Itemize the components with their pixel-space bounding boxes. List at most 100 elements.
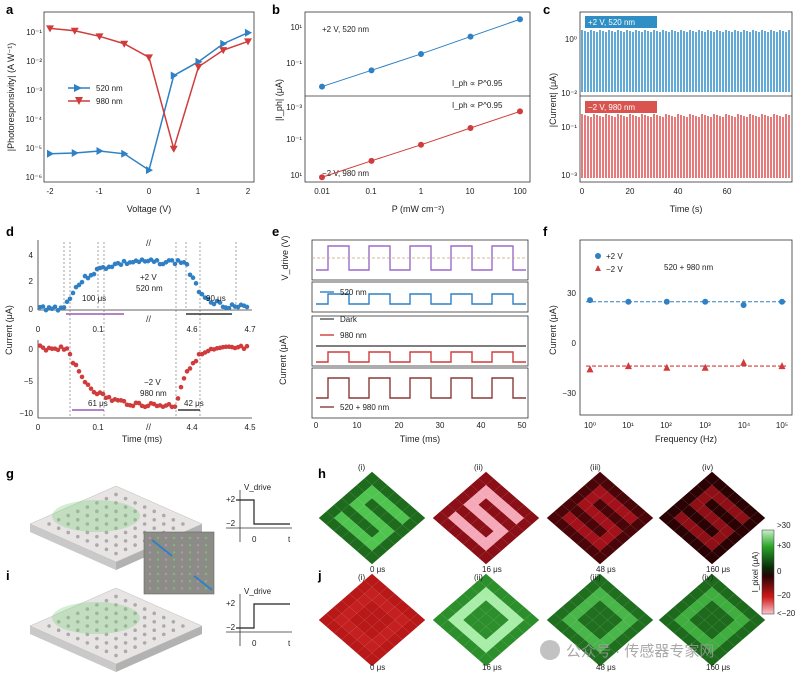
j-map-1-pixel [364, 613, 380, 627]
j-map-2-pixel [448, 613, 464, 627]
j-map-2-pixel [470, 593, 486, 607]
h-map-1-pixel [402, 518, 418, 532]
j-map-1-pixel [341, 633, 357, 647]
d-top-ytick: 2 [29, 277, 34, 286]
h-map-3-pixel [615, 504, 631, 518]
j-map-2-pixel [470, 620, 486, 634]
g-inset-pixel [188, 572, 192, 576]
i-device-pixel-dot [56, 619, 61, 624]
j-map-4-pixel [704, 653, 720, 667]
g-inset-pixel [204, 587, 208, 590]
c-trace-980 [581, 114, 790, 178]
g-device-pixel-dot [152, 526, 157, 531]
f-xtick: 10² [660, 421, 672, 430]
svg-text:0 μs: 0 μs [370, 565, 385, 574]
j-map-1-pixel [349, 639, 365, 653]
h-map-4-pixel [666, 518, 682, 532]
svg-text:(iv): (iv) [702, 463, 713, 472]
g-inset-pixel [156, 572, 160, 576]
svg-text:1: 1 [419, 187, 424, 196]
d-top-point [64, 299, 70, 305]
c-ytick: 10⁻³ [561, 171, 577, 180]
j-map-3-pixel [569, 620, 585, 634]
d-bot-rise-label: 61 μs [88, 399, 108, 408]
j-map-4-pixel [666, 620, 682, 634]
f-point-plus [587, 297, 593, 304]
h-map-3-pixel [600, 478, 616, 492]
i-device-pixel-dot [123, 641, 128, 645]
g-inset-pixel [188, 536, 192, 540]
e-xtick: 30 [436, 421, 445, 430]
g-inset-pixel [180, 551, 184, 554]
g-inset-pixel [148, 587, 152, 590]
d-bot-point [55, 347, 61, 353]
j-map-3-pixel [562, 600, 578, 614]
d-top-annotation-line1: +2 V [140, 273, 157, 282]
j-map-1-pixel [326, 620, 342, 634]
j-map-1-pixel [364, 639, 380, 653]
i-device-pixel-dot [75, 628, 80, 633]
g-inset-pixel [156, 565, 160, 568]
h-map-1-pixel [372, 531, 388, 545]
j-map-2-pixel [448, 600, 464, 614]
i-device-pixel-dot [75, 611, 80, 616]
panel-b: |I_ph| (μA) P (mW cm⁻²) 0.01 0.1 1 10 10… [274, 11, 531, 214]
i-device-pixel-dot [47, 624, 51, 628]
svg-text:0.1: 0.1 [365, 187, 377, 196]
i-vdrive-label: V_drive [244, 587, 272, 596]
g-inset-pixel [164, 558, 168, 561]
i-device-side-left [30, 626, 116, 672]
j-map-1-pixel [349, 587, 365, 601]
panel-letter-h: h [318, 466, 326, 481]
panel-letter-c: c [543, 2, 550, 17]
h-map-3-pixel [607, 537, 623, 551]
g-device-pixel-dot [104, 547, 109, 552]
svg-text:10⁻⁶: 10⁻⁶ [26, 173, 42, 182]
j-map-1-pixel [364, 653, 380, 667]
i-device-pixel-dot [133, 619, 137, 624]
i-device-pixel-dot [66, 632, 71, 637]
j-map-2-pixel [478, 573, 494, 587]
h-map-4-pixel [719, 537, 735, 551]
e-legend-520: 520 nm [340, 288, 367, 297]
a-point-980 [46, 25, 54, 33]
g-device-pixel-dot [56, 526, 61, 531]
g-inset-pixel [156, 580, 160, 583]
d-top-point [193, 281, 199, 286]
j-map-4-pixel [719, 587, 735, 601]
g-inset-pixel [148, 572, 152, 576]
j-map-3-pixel [592, 587, 608, 601]
g-device-pixel-dot [95, 534, 99, 539]
h-map-1-pixel [356, 491, 372, 505]
a-point-980 [70, 27, 79, 35]
d-bot-point [181, 376, 187, 381]
i-device-pixel-dot [114, 619, 118, 624]
i-device-pixel-dot [114, 611, 118, 616]
h-map-1-pixel [394, 498, 410, 512]
j-map-4-pixel [712, 620, 728, 634]
svg-text:>30: >30 [777, 521, 791, 530]
i-device-pixel-dot [114, 594, 118, 599]
device-schematics [29, 485, 215, 672]
e-xlabel: Time (ms) [400, 434, 440, 444]
d-top-ytick: 0 [29, 305, 34, 314]
h-map-2-pixel [470, 518, 486, 532]
h-map-1-pixel [356, 478, 372, 492]
a-xlabel: Voltage (V) [127, 204, 172, 214]
d-bot-point [88, 386, 94, 391]
svg-text:(i): (i) [358, 463, 365, 472]
h-map-3-pixel [584, 478, 600, 492]
h-map-3-pixel [569, 504, 585, 518]
j-map-3-pixel [592, 600, 608, 614]
i-device-pixel-dot [104, 607, 109, 611]
d-top-point [70, 290, 76, 296]
svg-text:48 μs: 48 μs [596, 565, 616, 574]
h-map-4-pixel [696, 531, 712, 545]
h-map-1-pixel [334, 511, 350, 525]
h-map-2-pixel [463, 537, 479, 551]
a-point-980 [194, 63, 203, 71]
g-device-pixel-dot [104, 505, 109, 509]
f-xtick: 10⁰ [584, 421, 596, 430]
a-yticks: 10⁻¹ 10⁻² 10⁻³ 10⁻⁴ 10⁻⁵ 10⁻⁶ [25, 28, 42, 182]
e-xtick: 40 [477, 421, 486, 430]
